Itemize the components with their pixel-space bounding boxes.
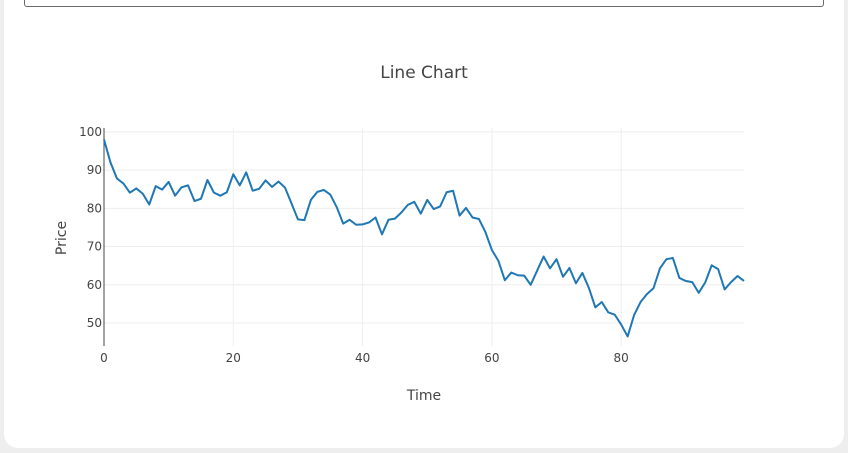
x-tick-label: 0: [100, 351, 108, 365]
y-axis-title: Price: [54, 221, 70, 255]
series-layer: [103, 139, 745, 338]
y-tick-label: 70: [87, 240, 102, 254]
y-tick-label: 80: [87, 201, 102, 215]
chart-title: Line Chart: [380, 63, 468, 83]
x-tick-label: 60: [484, 351, 499, 365]
series-line: [103, 139, 745, 338]
grid: [103, 128, 744, 346]
y-tick-label: 90: [87, 163, 102, 177]
chart-card: [4, 0, 844, 448]
y-tick-label: 100: [79, 125, 102, 139]
top-input-field[interactable]: [24, 0, 824, 7]
y-tick-label: 60: [87, 278, 102, 292]
x-axis-title: Time: [406, 388, 441, 404]
x-tick-label: 20: [226, 351, 241, 365]
x-tick-label: 80: [614, 351, 629, 365]
y-tick-label: 50: [87, 316, 102, 330]
x-tick-label: 40: [355, 351, 370, 365]
tick-labels: 50 60 70 80 90 100 0 20 40 60 80: [79, 125, 629, 365]
